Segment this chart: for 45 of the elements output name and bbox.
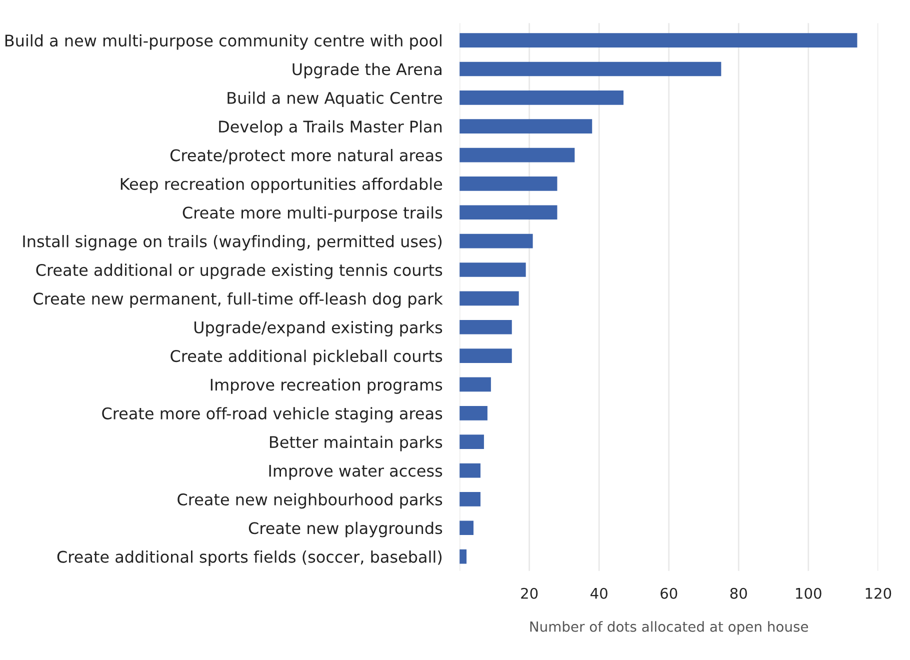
bar bbox=[460, 406, 488, 420]
bar bbox=[460, 463, 480, 478]
bar bbox=[460, 62, 722, 76]
y-tick-label: Keep recreation opportunities affordable bbox=[120, 178, 442, 194]
y-tick-label: Create new playgrounds bbox=[248, 522, 442, 538]
bar bbox=[460, 205, 558, 220]
x-tick-label: 40 bbox=[590, 588, 608, 599]
bar bbox=[460, 320, 512, 334]
bar bbox=[460, 549, 467, 564]
y-tick-label: Install signage on trails (wayfinding, permitted uses) bbox=[23, 235, 442, 250]
y-tick-label: Upgrade/expand existing parks bbox=[194, 321, 442, 337]
y-tick-label: Develop a Trails Master Plan bbox=[219, 120, 442, 136]
y-tick-label: Create additional sports fields (soccer, baseball) bbox=[57, 550, 442, 566]
bar bbox=[460, 348, 512, 363]
y-tick-label: Create new permanent, full-time off-leash dog park bbox=[34, 292, 443, 308]
bar bbox=[460, 434, 484, 450]
bar bbox=[460, 90, 624, 105]
y-tick-label: Create additional pickleball courts bbox=[170, 350, 442, 366]
x-tick-label: 20 bbox=[521, 588, 538, 599]
y-tick-label: Build a new Aquatic Centre bbox=[228, 92, 442, 108]
y-tick-label: Improve water access bbox=[269, 464, 442, 480]
y-tick-label: Create new neighbourhood parks bbox=[178, 493, 442, 509]
bar bbox=[460, 520, 474, 536]
y-tick-label: Upgrade the Arena bbox=[292, 62, 442, 78]
bar bbox=[460, 291, 519, 306]
bar bbox=[460, 33, 858, 48]
bar bbox=[460, 262, 526, 277]
bar bbox=[460, 377, 491, 392]
y-tick-label: Better maintain parks bbox=[270, 436, 442, 452]
x-axis-title: Number of dots allocated at open house bbox=[530, 621, 808, 635]
x-tick-label: 80 bbox=[730, 588, 747, 599]
bar bbox=[460, 492, 480, 506]
bar bbox=[460, 234, 533, 248]
bar bbox=[460, 148, 575, 162]
y-tick-label: Create/protect more natural areas bbox=[170, 148, 442, 164]
y-tick-label: Improve recreation programs bbox=[210, 378, 442, 394]
y-tick-label: Create more multi-purpose trails bbox=[182, 206, 442, 222]
x-tick-label: 60 bbox=[660, 588, 678, 599]
bar bbox=[460, 119, 592, 134]
y-tick-label: Create more off-road vehicle staging areas bbox=[102, 407, 442, 423]
x-tick-label: 100 bbox=[796, 588, 822, 599]
bar bbox=[460, 176, 558, 191]
y-tick-label: Create additional or upgrade existing tennis courts bbox=[36, 264, 442, 280]
y-tick-label: Build a new multi-purpose community centre with pool bbox=[5, 34, 442, 50]
x-tick-label: 120 bbox=[866, 588, 892, 599]
